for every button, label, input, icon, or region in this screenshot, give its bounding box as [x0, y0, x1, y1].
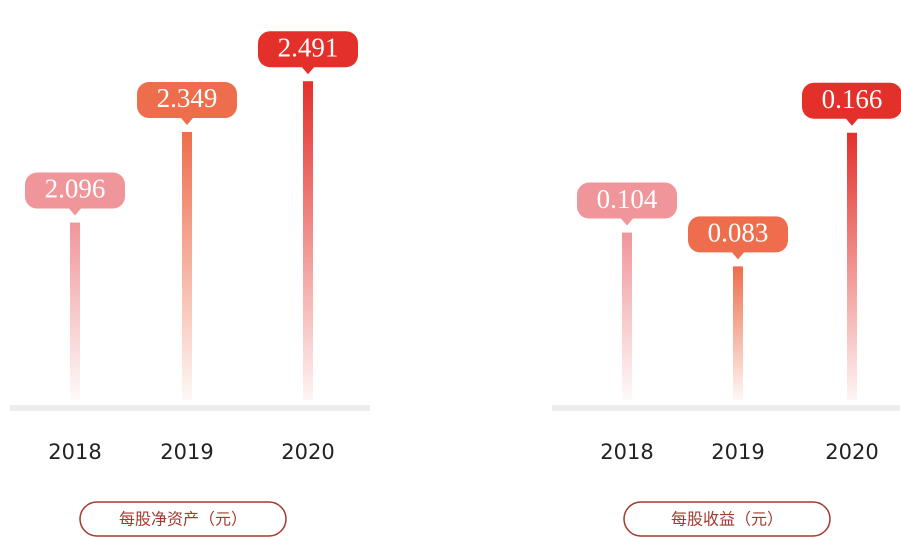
- x-tick-label: 2018: [600, 440, 653, 464]
- value-label: 2.096: [45, 174, 106, 204]
- value-bubble: [258, 31, 358, 75]
- bar: [303, 81, 313, 400]
- bar: [70, 222, 80, 400]
- x-tick-label: 2020: [281, 440, 334, 464]
- value-bubble: [25, 172, 125, 216]
- bar: [847, 132, 857, 401]
- x-tick-label: 2020: [825, 440, 878, 464]
- chart-title: 每股净资产（元）: [119, 510, 247, 529]
- title-pill: [79, 501, 287, 537]
- value-bubble: [688, 216, 788, 260]
- value-label: 2.491: [278, 32, 339, 62]
- value-bubble: [802, 82, 901, 126]
- value-bubble: [137, 82, 237, 126]
- bar: [733, 266, 743, 400]
- bar: [182, 132, 192, 400]
- value-label: 0.166: [822, 84, 883, 114]
- chart-title: 每股收益（元）: [671, 510, 783, 529]
- title-pill: [623, 501, 831, 537]
- bar: [622, 232, 632, 400]
- axis-line: [10, 405, 370, 411]
- x-tick-label: 2018: [48, 440, 101, 464]
- x-tick-label: 2019: [711, 440, 764, 464]
- value-label: 0.083: [708, 218, 769, 248]
- axis-line: [552, 405, 900, 411]
- x-tick-label: 2019: [160, 440, 213, 464]
- value-label: 0.104: [597, 184, 658, 214]
- value-bubble: [577, 182, 677, 226]
- value-label: 2.349: [157, 83, 218, 113]
